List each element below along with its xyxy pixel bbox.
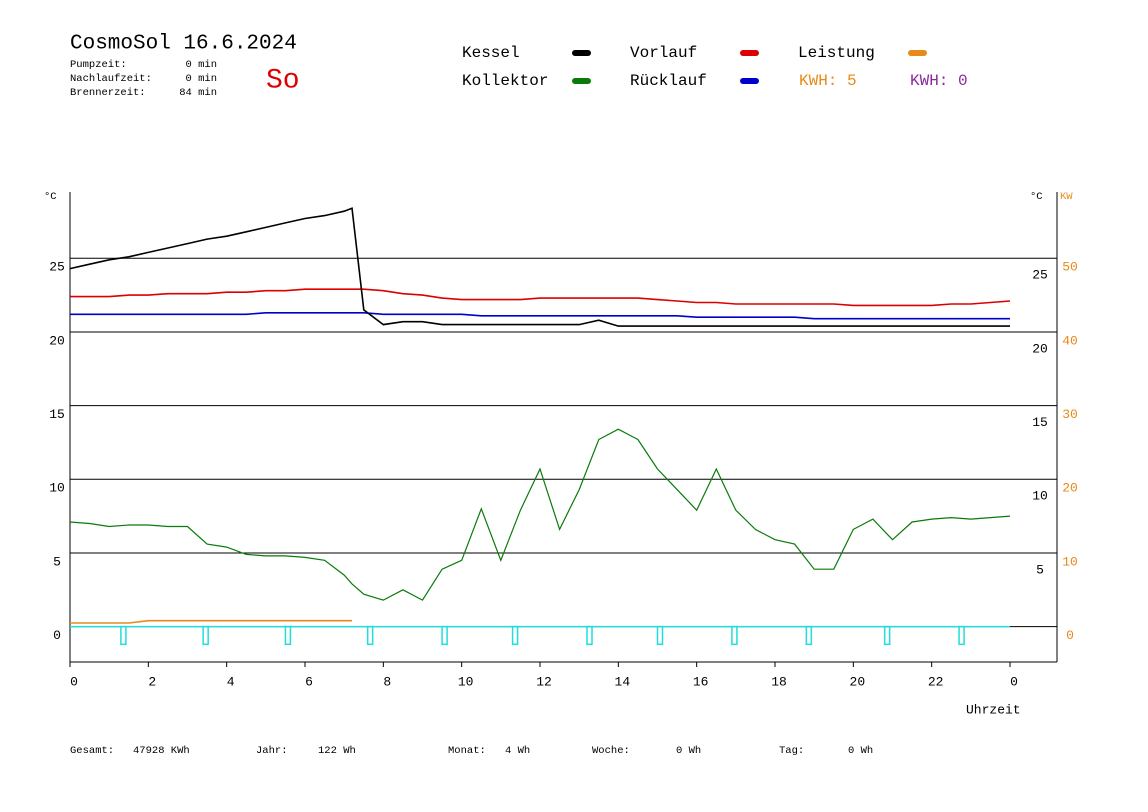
pump-pulse [883,625,891,646]
legend-label: Rücklauf [630,72,707,90]
x-tick-label: 14 [615,674,631,689]
info-label: Pumpzeit: [70,59,127,71]
footer-value: 0 Wh [676,745,701,757]
y-tick-label: 5 [53,554,61,569]
y2-tick-label: 0 [1066,628,1074,643]
series-line [70,619,352,624]
y-tick-label-right: 20 [1032,341,1048,356]
footer-label: Woche: [592,745,630,757]
x-label: Uhrzeit [966,702,1021,717]
pump-pulse [120,625,127,646]
title: CosmoSol 16.6.2024 [70,33,297,56]
y-tick-label: 10 [49,481,65,496]
y2-tick-label: 40 [1062,333,1078,348]
x-tick-label: 8 [383,674,391,689]
pump-pulse [586,625,593,646]
pump-pulse [366,625,374,646]
pump-pulse [441,625,448,646]
x-tick-label: 20 [850,674,866,689]
y-tick-label: 15 [49,407,65,422]
x-tick-label: 22 [928,674,944,689]
series-line [69,207,1010,327]
x-tick-label: 18 [771,674,787,689]
y-tick-label: 0 [53,628,61,643]
y-label: °C [44,191,57,203]
weekday: So [266,65,300,96]
footer-label: Tag: [779,745,804,757]
x-tick-label: 0 [1010,674,1018,689]
y2-label: KW [1060,191,1073,203]
pump-pulse [511,625,519,646]
kwh: KWH: 5 [799,72,857,90]
x-tick-label: 4 [227,674,235,689]
pump-pulse [731,625,738,646]
footer-value: 0 Wh [848,745,873,757]
info-value: 0 min [185,73,217,85]
legend-label: Kessel [462,44,520,62]
info-label: Nachlaufzeit: [70,73,152,85]
footer-value: 4 Wh [505,745,530,757]
footer-label: Monat: [448,745,486,757]
y-tick-label: 20 [49,333,65,348]
info-value: 0 min [185,59,217,71]
y2-tick-label: 10 [1062,554,1078,569]
info-value: 84 min [179,87,217,99]
legend-label: Vorlauf [630,44,697,62]
x-tick-label: 16 [693,674,709,689]
y-tick-label-right: 15 [1032,415,1048,430]
series-line [69,428,1011,601]
pump-pulse [958,625,965,646]
y2-tick-label: 50 [1062,260,1078,275]
pump-pulse [656,625,664,646]
x-tick-label: 10 [458,674,474,689]
y-tick-label: 25 [49,260,65,275]
legend-label: Leistung [798,44,875,62]
y-tick-label-right: 10 [1032,489,1048,504]
x-tick-label: 2 [148,674,156,689]
legend-label: Kollektor [462,72,548,90]
x-tick-label: 6 [305,674,313,689]
x-tick-label: 0 [70,674,78,689]
footer-label: Jahr: [256,745,288,757]
series-line [70,312,1010,320]
y2-tick-label: 20 [1062,481,1078,496]
footer-value: 47928 KWh [133,745,190,757]
y2-tick-label: 30 [1062,407,1078,422]
y-tick-label-right: 5 [1036,562,1044,577]
x-tick-label: 12 [536,674,552,689]
info-label: Brennerzeit: [70,87,146,99]
y-label-right: °C [1030,191,1043,203]
pump-pulse [284,625,292,646]
kwh: KWH: 0 [910,72,968,90]
pump-pulse [805,625,813,646]
footer-label: Gesamt: [70,745,114,757]
y-tick-label-right: 25 [1032,268,1048,283]
series-line [70,288,1011,307]
pump-pulse [202,625,209,646]
footer-value: 122 Wh [318,745,356,757]
